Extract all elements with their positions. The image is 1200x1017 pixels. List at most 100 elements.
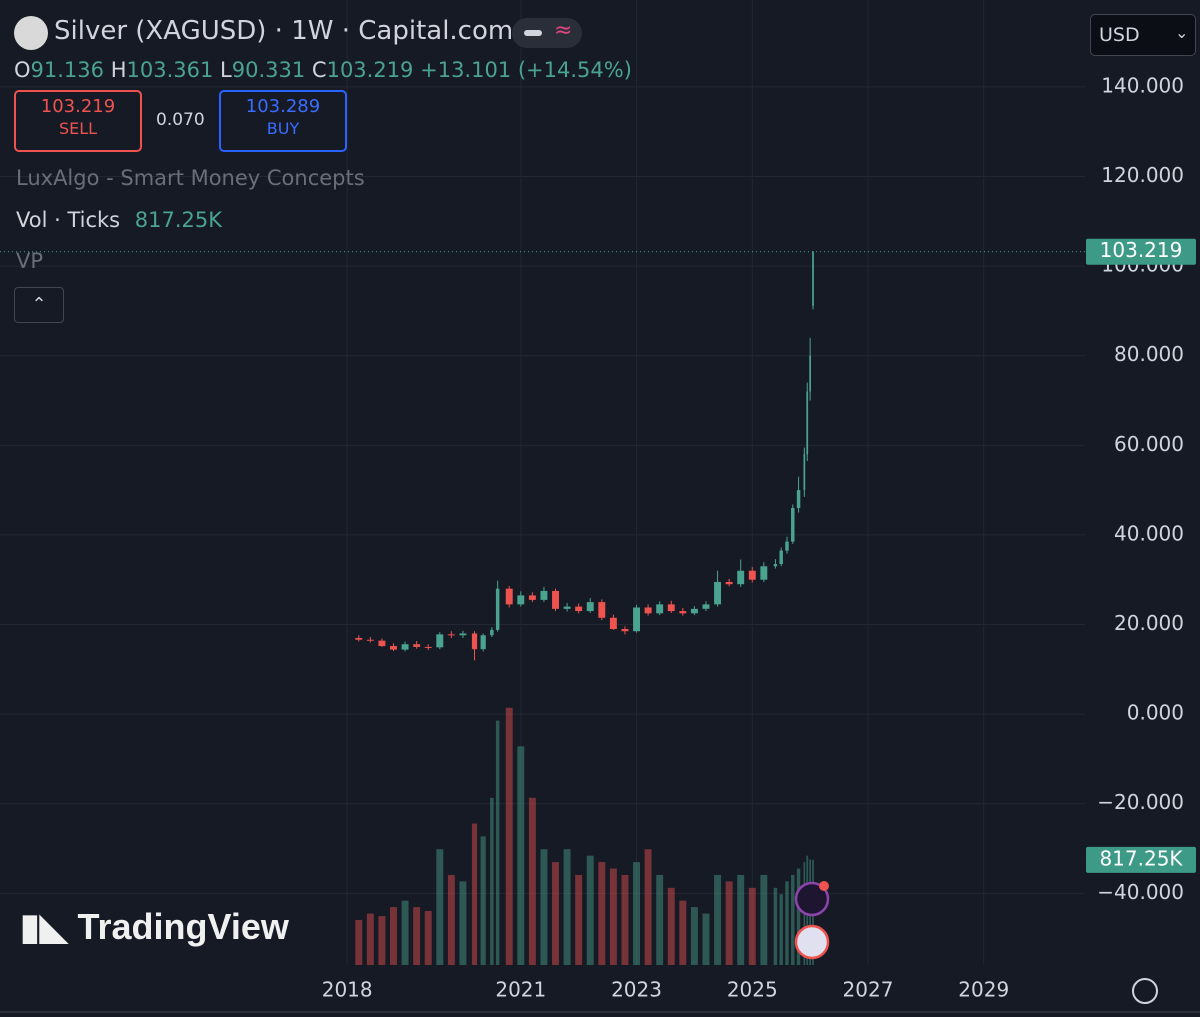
ohlc-value: 90.331 xyxy=(231,58,306,82)
candle-body xyxy=(785,541,789,551)
ohlc-label: H xyxy=(110,58,127,82)
candle-body xyxy=(517,595,525,605)
symbol-icon xyxy=(14,16,48,50)
volume-bar xyxy=(447,874,455,965)
watermark-text: TradingView xyxy=(77,906,289,947)
buy-button[interactable]: 103.289 BUY xyxy=(219,90,347,152)
candle-body xyxy=(528,595,536,600)
spread: 0.070 xyxy=(156,110,205,130)
candle-body xyxy=(633,607,641,632)
candle-body xyxy=(459,633,467,636)
candle-body xyxy=(803,454,806,491)
candle-body xyxy=(679,611,687,614)
logo-mark: ▮◣ xyxy=(20,906,68,947)
volume-bar xyxy=(656,874,664,965)
volume-bar xyxy=(575,874,583,965)
candle-body xyxy=(644,607,652,614)
candle-body xyxy=(552,590,559,609)
candle-body xyxy=(436,634,444,648)
volume-bar xyxy=(459,881,467,965)
volume-bar xyxy=(540,849,548,965)
chart-title: Silver (XAGUSD) · 1W · Capital.com xyxy=(54,16,514,46)
volume-bar xyxy=(378,916,386,965)
y-tick-label: 0.000 xyxy=(1127,701,1184,725)
volume-bar xyxy=(552,862,559,965)
volume-bar xyxy=(714,874,722,965)
ohlc-value: 103.219 xyxy=(326,58,414,82)
volume-bar xyxy=(355,919,363,965)
y-tick-label: 140.000 xyxy=(1101,73,1184,97)
candle-body xyxy=(563,606,571,609)
candle-body xyxy=(355,637,363,640)
y-tick-label: 120.000 xyxy=(1101,163,1184,187)
candle-body xyxy=(796,490,801,509)
candle-body xyxy=(598,602,606,618)
y-tick-label: 80.000 xyxy=(1114,342,1184,366)
ohlc-label: O xyxy=(14,58,31,82)
volume-box xyxy=(1086,846,1196,873)
candle-body xyxy=(413,644,421,647)
candle-body xyxy=(667,604,675,612)
candle-body xyxy=(809,355,812,392)
candle-body xyxy=(760,566,768,580)
watermark: ▮◣ TradingView xyxy=(20,906,289,948)
currency: USD xyxy=(1099,24,1140,46)
candle-body xyxy=(621,628,629,632)
volume-bar xyxy=(609,868,617,965)
candle-body xyxy=(390,646,397,650)
candle-body xyxy=(490,629,494,636)
volume-bar xyxy=(621,874,629,965)
volume-bar xyxy=(785,881,789,965)
x-tick-label: 2018 xyxy=(322,978,373,1002)
candle-body xyxy=(480,635,486,650)
candle-body xyxy=(505,588,513,605)
buy-label: BUY xyxy=(266,119,300,138)
volume-bar xyxy=(791,874,795,965)
volume-bar xyxy=(471,823,478,965)
change: +13.101 (+14.54%) xyxy=(420,58,632,82)
currency-select[interactable]: USD ⌄ xyxy=(1090,14,1196,56)
last-price-label: 103.219 xyxy=(1100,238,1183,262)
volume-bar xyxy=(424,910,432,965)
candle-body xyxy=(791,508,795,542)
volume-bar xyxy=(490,797,494,965)
volume-bar xyxy=(679,900,687,965)
candle-body xyxy=(366,639,374,641)
volume-bar xyxy=(436,849,444,965)
ohlc-row: O91.136 H103.361 L90.331 C103.219 +13.10… xyxy=(14,58,632,82)
volume-bar xyxy=(366,913,374,965)
volume-bar xyxy=(401,900,409,965)
buy-price: 103.289 xyxy=(245,96,321,117)
y-tick-label: −40.000 xyxy=(1097,880,1184,904)
candle-body xyxy=(714,581,722,605)
candle-body xyxy=(575,606,583,612)
candle-body xyxy=(737,570,745,585)
candle-body xyxy=(609,617,617,629)
sell-price: 103.219 xyxy=(40,96,116,117)
volume-bar xyxy=(796,868,801,965)
x-tick-label: 2027 xyxy=(843,978,894,1002)
candle-body xyxy=(495,588,500,630)
volume-bar xyxy=(563,849,571,965)
candle-body xyxy=(656,604,664,614)
volume-name: Vol · Ticks xyxy=(16,208,121,232)
ohlc-value: 91.136 xyxy=(30,58,105,82)
candle-body xyxy=(586,602,594,612)
event-icon xyxy=(794,881,830,917)
collapse-button[interactable]: ⌃ xyxy=(14,287,64,323)
sell-button[interactable]: 103.219 SELL xyxy=(14,90,142,152)
status-icon: ≈ xyxy=(554,18,573,43)
status-pill[interactable]: ≈ xyxy=(512,18,582,48)
volume-bar xyxy=(725,881,733,965)
event-dot xyxy=(819,881,829,891)
x-tick-label: 2021 xyxy=(495,978,546,1002)
volume-bar xyxy=(390,907,397,965)
candle-body xyxy=(812,251,814,306)
sell-label: SELL xyxy=(58,119,98,138)
ohlc-label: C xyxy=(311,58,327,82)
volume-value: 817.25K xyxy=(134,208,223,232)
volume xyxy=(355,707,814,965)
settings-icon[interactable] xyxy=(1132,978,1158,1004)
x-tick-label: 2025 xyxy=(727,978,778,1002)
